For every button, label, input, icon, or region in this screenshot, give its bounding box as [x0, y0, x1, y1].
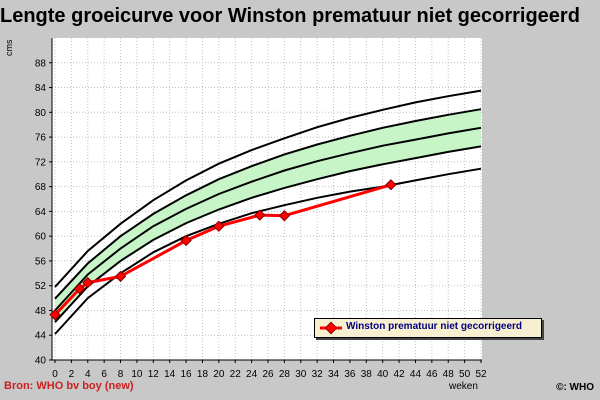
reference-curve-2: [54, 145, 482, 323]
chart-title: Lengte groeicurve voor Winston prematuur…: [0, 5, 580, 27]
x-tick-label: 30: [295, 369, 307, 380]
reference-curve-5: [54, 89, 482, 288]
y-tick-label: 88: [35, 58, 47, 69]
y-tick-label: 40: [35, 356, 47, 367]
x-tick-label: 14: [164, 369, 176, 380]
x-tick-label: 52: [475, 369, 487, 380]
x-tick-label: 38: [361, 369, 373, 380]
y-tick-label: 80: [35, 108, 47, 119]
x-tick-label: 42: [394, 369, 406, 380]
normal-range-band: [55, 109, 481, 323]
x-tick-label: 18: [197, 369, 209, 380]
x-tick-label: 36: [344, 369, 356, 380]
reference-curve-4: [54, 108, 482, 300]
data-point: [278, 210, 291, 222]
data-point: [180, 234, 192, 247]
x-tick-label: 28: [279, 369, 291, 380]
reference-curve-3: [54, 126, 482, 312]
y-tick-label: 48: [35, 306, 47, 317]
x-tick-label: 16: [181, 369, 193, 380]
source-note: Bron: WHO bv boy (new): [4, 380, 134, 392]
x-tick-label: 2: [69, 369, 75, 380]
y-tick-label: 44: [35, 331, 47, 342]
plot-area: [52, 38, 482, 360]
y-tick-label: 84: [35, 83, 47, 94]
data-point: [73, 283, 86, 295]
reference-curve-1: [54, 167, 482, 335]
data-point: [385, 179, 397, 191]
data-point: [82, 276, 94, 289]
y-tick-label: 64: [35, 207, 47, 218]
data-point: [254, 209, 266, 221]
x-tick-label: 4: [85, 369, 91, 380]
x-tick-label: 6: [101, 369, 107, 380]
reference-curves: [54, 89, 482, 335]
x-tick-label: 12: [148, 369, 160, 380]
patient-series: [49, 179, 397, 321]
x-tick-label: 8: [118, 369, 124, 380]
x-tick-label: 46: [426, 369, 438, 380]
x-tick-label: 24: [246, 369, 258, 380]
x-tick-label: 34: [328, 369, 340, 380]
x-tick-label: 44: [410, 369, 422, 380]
data-point: [114, 270, 127, 283]
y-tick-label: 72: [35, 157, 47, 168]
x-tick-label: 10: [131, 369, 143, 380]
x-tick-label: 26: [262, 369, 274, 380]
data-point: [213, 220, 225, 232]
x-axis-label: weken: [448, 381, 478, 392]
legend: Winston prematuur niet gecorrigeerd: [314, 318, 542, 338]
x-tick-label: 0: [52, 369, 58, 380]
x-tick-label: 50: [459, 369, 471, 380]
data-point: [49, 309, 61, 321]
y-axis-label: cms: [4, 39, 14, 56]
x-tick-label: 40: [377, 369, 389, 380]
y-tick-label: 60: [35, 232, 47, 243]
x-tick-label: 22: [230, 369, 242, 380]
legend-swatch: [320, 321, 342, 335]
legend-label: Winston prematuur niet gecorrigeerd: [346, 321, 523, 332]
x-tick-label: 48: [443, 369, 455, 380]
y-tick-label: 76: [35, 133, 47, 144]
x-tick-label: 20: [213, 369, 225, 380]
x-tick-label: 32: [312, 369, 324, 380]
y-tick-label: 56: [35, 256, 47, 267]
copyright-note: ©: WHO: [556, 382, 594, 393]
y-tick-label: 68: [35, 182, 47, 193]
y-tick-label: 52: [35, 281, 47, 292]
